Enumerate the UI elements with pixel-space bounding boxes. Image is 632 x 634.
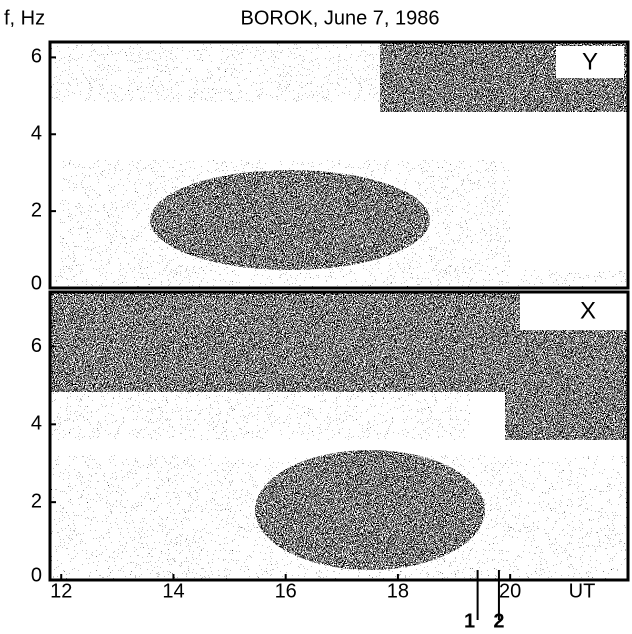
y-tick-label: 6 <box>31 335 42 357</box>
y-tick-label: 2 <box>31 199 42 221</box>
y-tick-label: 2 <box>31 490 42 512</box>
panel-label: Y <box>582 48 598 75</box>
y-axis-label: f, Hz <box>4 7 45 29</box>
y-tick-label: 4 <box>31 123 42 145</box>
panel-frame <box>48 290 630 582</box>
time-marker-label: 2 <box>493 610 504 632</box>
chart-title: BOROK, June 7, 1986 <box>240 7 439 29</box>
texture-top <box>50 42 628 288</box>
panel-label: X <box>580 297 596 324</box>
time-marker-label: 1 <box>464 610 475 632</box>
panel-label-box <box>550 296 626 326</box>
x-tick-label: 16 <box>275 580 297 602</box>
x-axis-label: UT <box>569 580 596 602</box>
texture-bottom <box>50 292 628 580</box>
y-tick-label: 6 <box>31 46 42 68</box>
panel-label-box <box>556 46 624 78</box>
x-tick-label: 20 <box>499 580 521 602</box>
y-tick-label: 0 <box>31 564 42 586</box>
x-tick-label: 12 <box>50 580 72 602</box>
y-tick-label: 4 <box>31 413 42 435</box>
panel-frame <box>48 40 630 290</box>
x-tick-label: 18 <box>387 580 409 602</box>
y-tick-label: 0 <box>31 272 42 294</box>
x-tick-label: 14 <box>162 580 184 602</box>
